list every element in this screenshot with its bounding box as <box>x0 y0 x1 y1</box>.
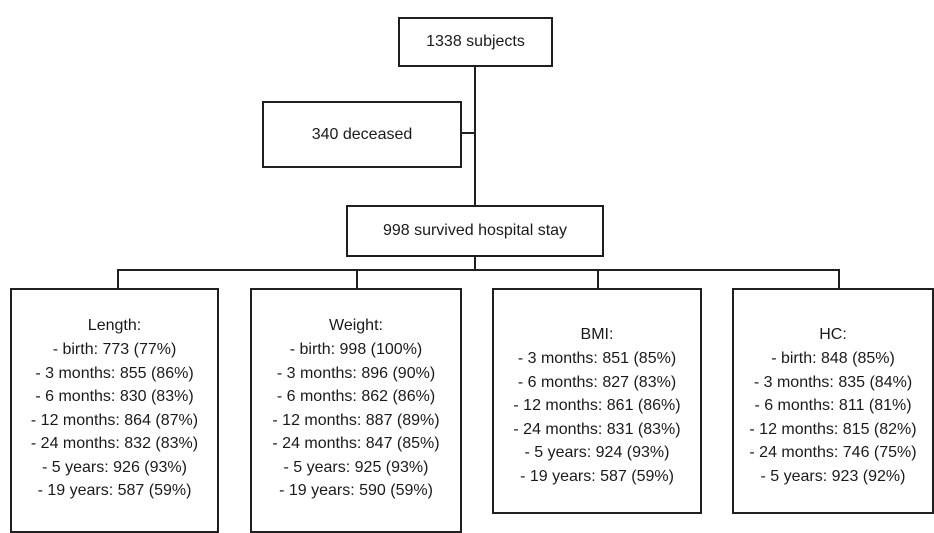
length-list: - birth: 773 (77%) - 3 months: 855 (86%)… <box>12 338 217 503</box>
subjects-box: 1338 subjects <box>398 17 553 67</box>
bmi-list: - 3 months: 851 (85%) - 6 months: 827 (8… <box>494 347 700 488</box>
deceased-label: 340 deceased <box>311 125 413 143</box>
deceased-box: 340 deceased <box>262 101 462 168</box>
list-item: - 6 months: 827 (83%) <box>517 373 677 391</box>
survived-label: 998 survived hospital stay <box>382 222 568 239</box>
list-item: - 24 months: 831 (83%) <box>513 420 681 438</box>
list-item: - 3 months: 855 (86%) <box>35 364 194 382</box>
bmi-box: BMI: - 3 months: 851 (85%) - 6 months: 8… <box>492 288 702 514</box>
list-item: - 5 years: 926 (93%) <box>42 458 187 476</box>
connector-top-to-middle <box>474 65 476 206</box>
list-item: - 5 years: 923 (92%) <box>760 467 906 485</box>
length-title: Length: <box>87 317 142 334</box>
survived-box: 998 survived hospital stay <box>346 205 604 257</box>
hc-list: - birth: 848 (85%) - 3 months: 835 (84%)… <box>734 347 932 488</box>
connector-to-weight <box>356 269 358 289</box>
weight-title: Weight: <box>329 317 383 334</box>
weight-list: - birth: 998 (100%) - 3 months: 896 (90%… <box>252 338 460 503</box>
connector-to-deceased <box>460 132 476 134</box>
list-item: - 3 months: 851 (85%) <box>517 350 677 367</box>
list-item: - 6 months: 830 (83%) <box>35 388 194 405</box>
weight-box: Weight: - birth: 998 (100%) - 3 months: … <box>250 288 462 533</box>
list-item: - 19 years: 590 (59%) <box>279 482 433 499</box>
list-item: - 12 months: 815 (82%) <box>749 420 917 438</box>
length-box: Length: - birth: 773 (77%) - 3 months: 8… <box>10 288 219 533</box>
connector-to-bmi <box>597 269 599 289</box>
hc-box: HC: - birth: 848 (85%) - 3 months: 835 (… <box>732 288 934 514</box>
connector-to-hc <box>838 269 840 289</box>
list-item: - birth: 848 (85%) <box>771 350 895 367</box>
hc-title: HC: <box>819 326 847 343</box>
bmi-title: BMI: <box>580 326 614 343</box>
connector-to-length <box>117 269 119 289</box>
connector-middle-to-bus <box>474 255 476 270</box>
list-item: - 12 months: 887 (89%) <box>272 411 440 429</box>
list-item: - 24 months: 847 (85%) <box>272 435 440 452</box>
list-item: - 6 months: 862 (86%) <box>276 388 436 405</box>
list-item: - 19 years: 587 (59%) <box>37 482 192 499</box>
list-item: - 12 months: 861 (86%) <box>513 397 681 414</box>
connector-bus <box>117 269 840 271</box>
list-item: - birth: 998 (100%) <box>289 341 423 358</box>
list-item: - 24 months: 832 (83%) <box>30 435 199 452</box>
list-item: - 5 years: 924 (93%) <box>524 444 670 461</box>
list-item: - 19 years: 587 (59%) <box>520 467 674 485</box>
subjects-label: 1338 subjects <box>426 33 525 50</box>
list-item: - 3 months: 835 (84%) <box>753 373 913 391</box>
list-item: - 3 months: 896 (90%) <box>276 364 436 382</box>
list-item: - 12 months: 864 (87%) <box>30 411 199 429</box>
list-item: - 24 months: 746 (75%) <box>749 444 917 461</box>
list-item: - 6 months: 811 (81%) <box>754 397 912 414</box>
list-item: - 5 years: 925 (93%) <box>283 458 429 476</box>
list-item: - birth: 773 (77%) <box>52 341 177 358</box>
